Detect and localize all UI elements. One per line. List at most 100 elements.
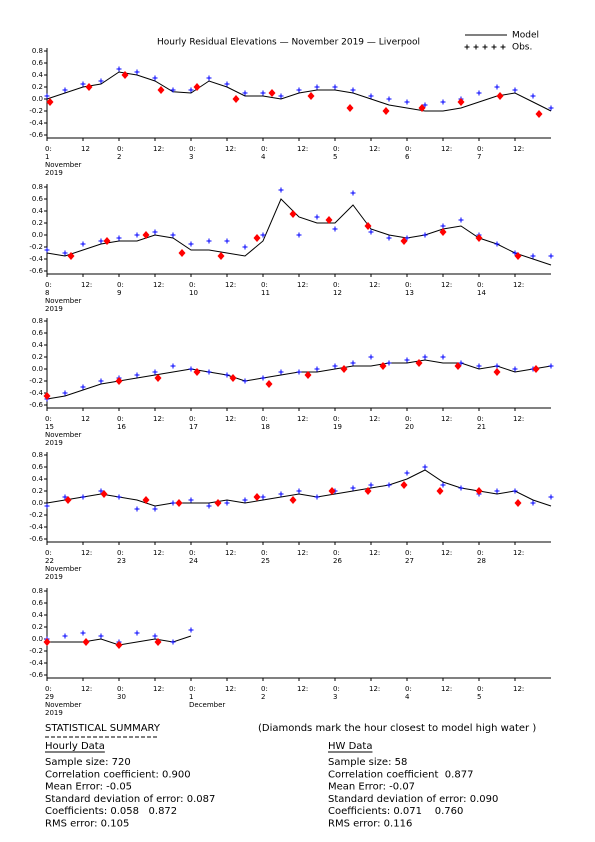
- y-tick-label: -0.6: [29, 131, 43, 139]
- x-tick-label: 12:: [153, 549, 164, 557]
- y-tick-label: 0.8: [32, 317, 43, 325]
- hw-diamond: [178, 249, 186, 257]
- chart-title: Hourly Residual Elevations — November 20…: [157, 38, 420, 48]
- hw-diamond: [46, 98, 54, 106]
- day-label: 29: [45, 693, 54, 701]
- obs-marker: [404, 235, 410, 241]
- hw-diamond: [142, 496, 150, 504]
- hw-diamond: [142, 231, 150, 239]
- x-tick-label: 0:: [405, 685, 412, 693]
- hw-diamond: [154, 638, 162, 646]
- y-tick-label: -0.4: [29, 119, 43, 127]
- obs-marker: [512, 488, 518, 494]
- month-label: December: [189, 701, 225, 709]
- legend-label: Model: [512, 31, 539, 41]
- hw-diamond: [67, 252, 75, 260]
- day-label: 24: [189, 557, 198, 565]
- obs-marker: [44, 93, 50, 99]
- y-tick-label: 0.6: [32, 329, 44, 337]
- hw-diamond: [115, 377, 123, 385]
- x-tick-label: 12: [81, 415, 90, 423]
- y-tick-label: -0.6: [29, 267, 43, 275]
- legend-marker: [500, 44, 506, 50]
- summary-line: RMS error: 0.105: [45, 819, 129, 830]
- obs-marker: [224, 81, 230, 87]
- summary-title: STATISTICAL SUMMARY: [45, 723, 161, 734]
- x-tick-label: 12:: [153, 281, 164, 289]
- hw-diamond: [400, 481, 408, 489]
- obs-marker: [440, 99, 446, 105]
- x-tick-label: 12:: [225, 549, 236, 557]
- hw-diamond: [379, 362, 387, 370]
- year-label: 2019: [45, 573, 63, 581]
- obs-marker: [458, 360, 464, 366]
- x-tick-label: 12:: [297, 685, 308, 693]
- hw-diamond: [346, 104, 354, 112]
- day-label: 18: [261, 423, 270, 431]
- obs-marker: [98, 78, 104, 84]
- y-tick-label: 0.8: [32, 451, 43, 459]
- obs-marker: [260, 494, 266, 500]
- hw-diamond: [436, 487, 444, 495]
- day-label: 9: [117, 289, 121, 297]
- obs-marker: [314, 214, 320, 220]
- x-tick-label: 0:: [261, 685, 268, 693]
- obs-marker: [134, 372, 140, 378]
- obs-marker: [476, 363, 482, 369]
- day-label: 2: [117, 153, 121, 161]
- obs-marker: [206, 369, 212, 375]
- obs-marker: [170, 639, 176, 645]
- day-label: 3: [333, 693, 337, 701]
- hw-diamond: [340, 365, 348, 373]
- x-tick-label: 12:: [225, 415, 236, 423]
- obs-marker: [440, 482, 446, 488]
- x-tick-label: 0:: [333, 685, 340, 693]
- obs-marker: [494, 84, 500, 90]
- day-label: 12: [333, 289, 342, 297]
- obs-marker: [170, 500, 176, 506]
- hw-diamond: [364, 487, 372, 495]
- obs-marker: [458, 485, 464, 491]
- summary-line: Mean Error: -0.07: [328, 782, 415, 793]
- obs-marker: [548, 253, 554, 259]
- obs-marker: [314, 366, 320, 372]
- hw-diamond: [253, 493, 261, 501]
- y-tick-label: 0.2: [32, 487, 43, 495]
- y-tick-label: -0.4: [29, 523, 43, 531]
- hw-diamond: [85, 83, 93, 91]
- x-tick-label: 12:: [369, 685, 380, 693]
- obs-marker: [440, 223, 446, 229]
- obs-marker: [548, 494, 554, 500]
- y-tick-label: -0.4: [29, 255, 43, 263]
- obs-marker: [116, 494, 122, 500]
- obs-marker: [386, 360, 392, 366]
- obs-marker: [134, 506, 140, 512]
- day-label: 5: [333, 153, 337, 161]
- day-label: 15: [45, 423, 54, 431]
- obs-marker: [62, 633, 68, 639]
- hw-diamond: [193, 83, 201, 91]
- hw-diamond: [382, 107, 390, 115]
- x-tick-label: 0:: [477, 685, 484, 693]
- x-tick-label: 0:: [189, 549, 196, 557]
- obs-marker: [350, 360, 356, 366]
- obs-marker: [422, 354, 428, 360]
- y-tick-label: 0.2: [32, 353, 43, 361]
- x-tick-label: 12: [81, 145, 90, 153]
- obs-marker: [188, 241, 194, 247]
- x-tick-label: 12:: [225, 145, 236, 153]
- summary-line: Correlation coefficient 0.877: [328, 769, 473, 780]
- x-tick-label: 12:: [81, 685, 92, 693]
- obs-marker: [98, 378, 104, 384]
- x-tick-label: 12:: [225, 281, 236, 289]
- hw-diamond: [268, 89, 276, 97]
- obs-marker: [206, 503, 212, 509]
- obs-marker: [494, 241, 500, 247]
- y-tick-label: -0.2: [29, 107, 43, 115]
- hw-diamond: [400, 237, 408, 245]
- month-label: November: [45, 161, 82, 169]
- x-tick-label: 0:: [477, 281, 484, 289]
- legend-marker: [464, 44, 470, 50]
